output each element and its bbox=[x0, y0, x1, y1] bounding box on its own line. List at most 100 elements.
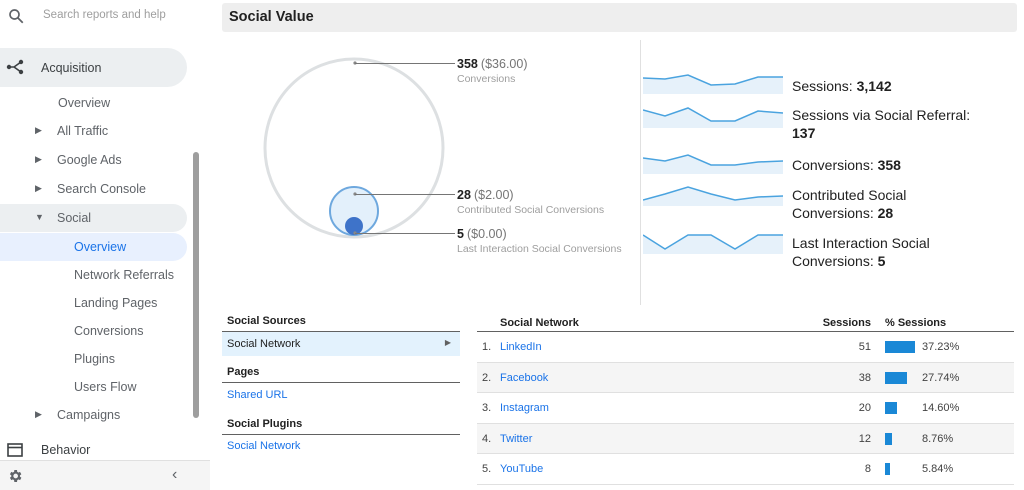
pct-bar bbox=[885, 432, 892, 445]
metric-value: 3,142 bbox=[856, 78, 892, 94]
sidebar-item-label: Overview bbox=[74, 240, 127, 254]
network-link[interactable]: YouTube bbox=[500, 463, 544, 475]
row-number: 1. bbox=[482, 341, 492, 353]
search-icon[interactable] bbox=[7, 7, 25, 25]
row-number: 2. bbox=[482, 371, 492, 384]
pct-value: 37.23% bbox=[922, 341, 960, 353]
sidebar-item-social[interactable]: ▼ Social bbox=[0, 204, 187, 232]
sidebar-item-label: Conversions bbox=[74, 324, 144, 338]
sidebar-item-label: Search Console bbox=[57, 182, 146, 196]
metric-value: 5 bbox=[877, 253, 886, 269]
sidebar-item-all-traffic[interactable]: ▶ All Traffic bbox=[0, 117, 187, 145]
sessions-value: 38 bbox=[858, 371, 871, 384]
expand-icon: ▶ bbox=[35, 125, 42, 135]
metric-last-interaction: Last Interaction Social Conversions: 5 bbox=[792, 234, 952, 270]
sidebar-item-google-ads[interactable]: ▶ Google Ads bbox=[0, 146, 187, 174]
sidebar-item-behavior[interactable]: Behavior bbox=[0, 437, 187, 459]
metric-value: 137 bbox=[792, 125, 816, 141]
leader-line bbox=[355, 194, 455, 195]
pct-value: 8.76% bbox=[922, 432, 954, 445]
annotation-label: Last Interaction Social Conversions bbox=[457, 243, 622, 255]
collapse-caret-icon: ▼ bbox=[35, 212, 44, 222]
annotation-value: 28 bbox=[457, 188, 471, 202]
social-referral-sparkline bbox=[643, 107, 783, 128]
expand-icon: ▶ bbox=[35, 183, 42, 193]
row-number: 3. bbox=[482, 402, 492, 414]
table-header: Social Network Sessions % Sessions bbox=[477, 312, 1014, 332]
collapse-sidebar-icon[interactable]: ‹ bbox=[172, 466, 178, 483]
gear-icon[interactable] bbox=[7, 468, 23, 484]
shared-url-link[interactable]: Shared URL bbox=[227, 389, 288, 401]
metric-label: Last Interaction Social Conversions: bbox=[792, 235, 930, 269]
chevron-right-icon: ▶ bbox=[444, 338, 451, 347]
sessions-sparkline bbox=[643, 74, 783, 94]
metric-label: Sessions via Social Referral: bbox=[792, 107, 971, 123]
network-link[interactable]: Instagram bbox=[500, 402, 549, 414]
sidebar-item-landing-pages[interactable]: Landing Pages bbox=[0, 289, 187, 317]
sidebar-item-conversions[interactable]: Conversions bbox=[0, 317, 187, 345]
pct-bar bbox=[885, 371, 907, 384]
sidebar-item-network-referrals[interactable]: Network Referrals bbox=[0, 261, 187, 289]
sidebar-item-acq-overview[interactable]: Overview bbox=[0, 89, 187, 117]
network-link[interactable]: Facebook bbox=[500, 371, 549, 384]
sessions-value: 12 bbox=[858, 432, 871, 445]
title-bar: Social Value bbox=[222, 3, 1017, 32]
last-interaction-annotation: 5 ($0.00) Last Interaction Social Conver… bbox=[457, 227, 622, 255]
metric-conversions: Conversions: 358 bbox=[792, 156, 901, 174]
social-sources-header: Social Sources bbox=[222, 310, 460, 332]
sidebar-item-label: Google Ads bbox=[57, 153, 122, 167]
column-header-pct-sessions[interactable]: % Sessions bbox=[885, 317, 947, 329]
metric-sessions: Sessions: 3,142 bbox=[792, 77, 892, 95]
metric-value: 358 bbox=[877, 157, 901, 173]
sessions-value: 20 bbox=[858, 402, 871, 414]
social-network-item[interactable]: Social Network ▶ bbox=[222, 332, 460, 356]
last-interaction-sparkline bbox=[643, 234, 783, 254]
sidebar-item-search-console[interactable]: ▶ Search Console bbox=[0, 175, 187, 203]
sidebar-scrollbar[interactable] bbox=[193, 152, 199, 418]
last-interaction-circle bbox=[345, 217, 363, 235]
expand-icon: ▶ bbox=[35, 154, 42, 164]
sidebar-item-plugins[interactable]: Plugins bbox=[0, 345, 187, 373]
table-row: 4. Twitter 12 8.76% bbox=[477, 423, 1014, 454]
sidebar-item-acquisition[interactable]: Acquisition bbox=[0, 48, 187, 87]
metric-contributed: Contributed Social Conversions: 28 bbox=[792, 186, 952, 222]
table-row: 3. Instagram 20 14.60% bbox=[477, 393, 1014, 424]
column-header-sessions[interactable]: Sessions bbox=[822, 317, 871, 329]
table-row: 5. YouTube 8 5.84% bbox=[477, 454, 1014, 485]
annotation-money: ($36.00) bbox=[480, 57, 528, 71]
sidebar-item-label: Campaigns bbox=[57, 408, 121, 422]
metric-label: Conversions: bbox=[792, 157, 874, 173]
behavior-icon bbox=[7, 443, 23, 457]
pct-value: 14.60% bbox=[922, 402, 960, 414]
main-content: Social Value 358 ($36.00) Conversions 28… bbox=[215, 0, 1024, 490]
metric-social-referral: Sessions via Social Referral: 137 bbox=[792, 106, 992, 142]
social-network-table: Social Network Sessions % Sessions 1. Li… bbox=[477, 312, 1014, 485]
page-title: Social Value bbox=[229, 9, 314, 25]
pct-bar bbox=[885, 402, 897, 414]
metric-label: Contributed Social Conversions: bbox=[792, 187, 907, 221]
sidebar-item-label: Landing Pages bbox=[74, 296, 158, 310]
column-header-network[interactable]: Social Network bbox=[500, 317, 579, 329]
pct-bar bbox=[885, 341, 915, 353]
pct-value: 27.74% bbox=[922, 371, 960, 384]
search-input[interactable]: Search reports and help bbox=[43, 9, 166, 21]
sidebar-item-label: Social bbox=[57, 211, 92, 225]
sidebar-footer: ‹ bbox=[0, 460, 210, 490]
network-link[interactable]: LinkedIn bbox=[500, 341, 542, 353]
sidebar-item-campaigns[interactable]: ▶ Campaigns bbox=[0, 401, 187, 429]
sessions-value: 51 bbox=[858, 341, 871, 353]
metric-label: Sessions: bbox=[792, 78, 853, 94]
plugins-social-network-link[interactable]: Social Network bbox=[227, 440, 301, 452]
sidebar-item-social-overview[interactable]: Overview bbox=[0, 233, 187, 261]
network-link[interactable]: Twitter bbox=[500, 432, 533, 445]
acquisition-icon bbox=[6, 59, 24, 75]
sessions-value: 8 bbox=[864, 463, 871, 475]
conversion-circles bbox=[263, 57, 445, 239]
leader-line bbox=[355, 63, 455, 64]
annotation-money: ($0.00) bbox=[467, 227, 507, 241]
search-box[interactable]: Search reports and help bbox=[0, 0, 186, 42]
annotation-value: 5 bbox=[457, 227, 464, 241]
metric-value: 28 bbox=[877, 205, 894, 221]
sidebar-item-users-flow[interactable]: Users Flow bbox=[0, 373, 187, 401]
social-plugins-header: Social Plugins bbox=[222, 413, 460, 435]
